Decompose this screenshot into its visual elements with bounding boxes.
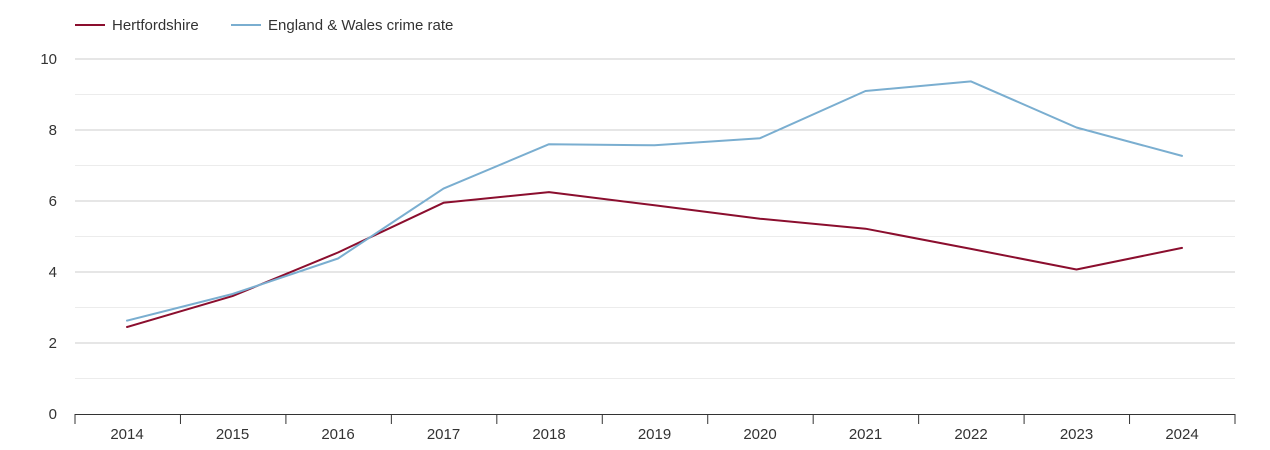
x-tick-label: 2019 <box>638 426 671 443</box>
grid-lines <box>75 58 1235 379</box>
series-line-hertfordshire <box>126 191 1183 328</box>
x-tick-label: 2015 <box>216 426 249 443</box>
x-tick-label: 2023 <box>1060 426 1093 443</box>
x-tick-label: 2024 <box>1165 426 1198 443</box>
legend-label: Hertfordshire <box>112 17 199 34</box>
legend: Hertfordshire England & Wales crime rate <box>75 17 453 34</box>
y-tick-label: 8 <box>49 122 57 139</box>
x-tick-label: 2014 <box>110 426 143 443</box>
x-tick-label: 2016 <box>321 426 354 443</box>
y-tick-label: 4 <box>49 264 57 281</box>
series-lines <box>126 80 1183 328</box>
y-tick-label: 6 <box>49 193 57 210</box>
series-line-england-wales <box>126 80 1183 322</box>
legend-label: England & Wales crime rate <box>268 17 453 34</box>
axes: 2014 2015 2016 2017 2018 2019 2020 2021 2022 2023… <box>40 51 1236 443</box>
y-tick-label: 2 <box>49 335 57 352</box>
x-tick-label: 2018 <box>532 426 565 443</box>
x-tick-label: 2022 <box>954 426 987 443</box>
x-tick-label: 2017 <box>427 426 460 443</box>
x-tick-label: 2020 <box>743 426 776 443</box>
x-tick-label: 2021 <box>849 426 882 443</box>
y-tick-label: 10 <box>40 51 57 68</box>
y-tick-label: 0 <box>49 406 57 423</box>
